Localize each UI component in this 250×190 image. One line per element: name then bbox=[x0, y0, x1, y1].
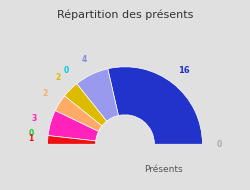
Wedge shape bbox=[48, 111, 98, 141]
Text: 4: 4 bbox=[82, 55, 87, 64]
Text: 2: 2 bbox=[56, 73, 61, 82]
Wedge shape bbox=[55, 96, 102, 131]
Wedge shape bbox=[48, 135, 96, 144]
Text: Présents: Présents bbox=[144, 165, 183, 173]
Text: 0: 0 bbox=[28, 129, 34, 138]
Wedge shape bbox=[64, 84, 107, 126]
Wedge shape bbox=[77, 69, 118, 121]
Text: 3: 3 bbox=[32, 114, 37, 123]
Text: 0: 0 bbox=[64, 66, 69, 75]
Text: 1: 1 bbox=[28, 135, 33, 143]
Wedge shape bbox=[108, 67, 202, 144]
Text: 0: 0 bbox=[217, 140, 222, 149]
Text: 2: 2 bbox=[42, 89, 48, 98]
Text: Répartition des présents: Répartition des présents bbox=[57, 10, 193, 20]
Text: 16: 16 bbox=[178, 66, 190, 75]
